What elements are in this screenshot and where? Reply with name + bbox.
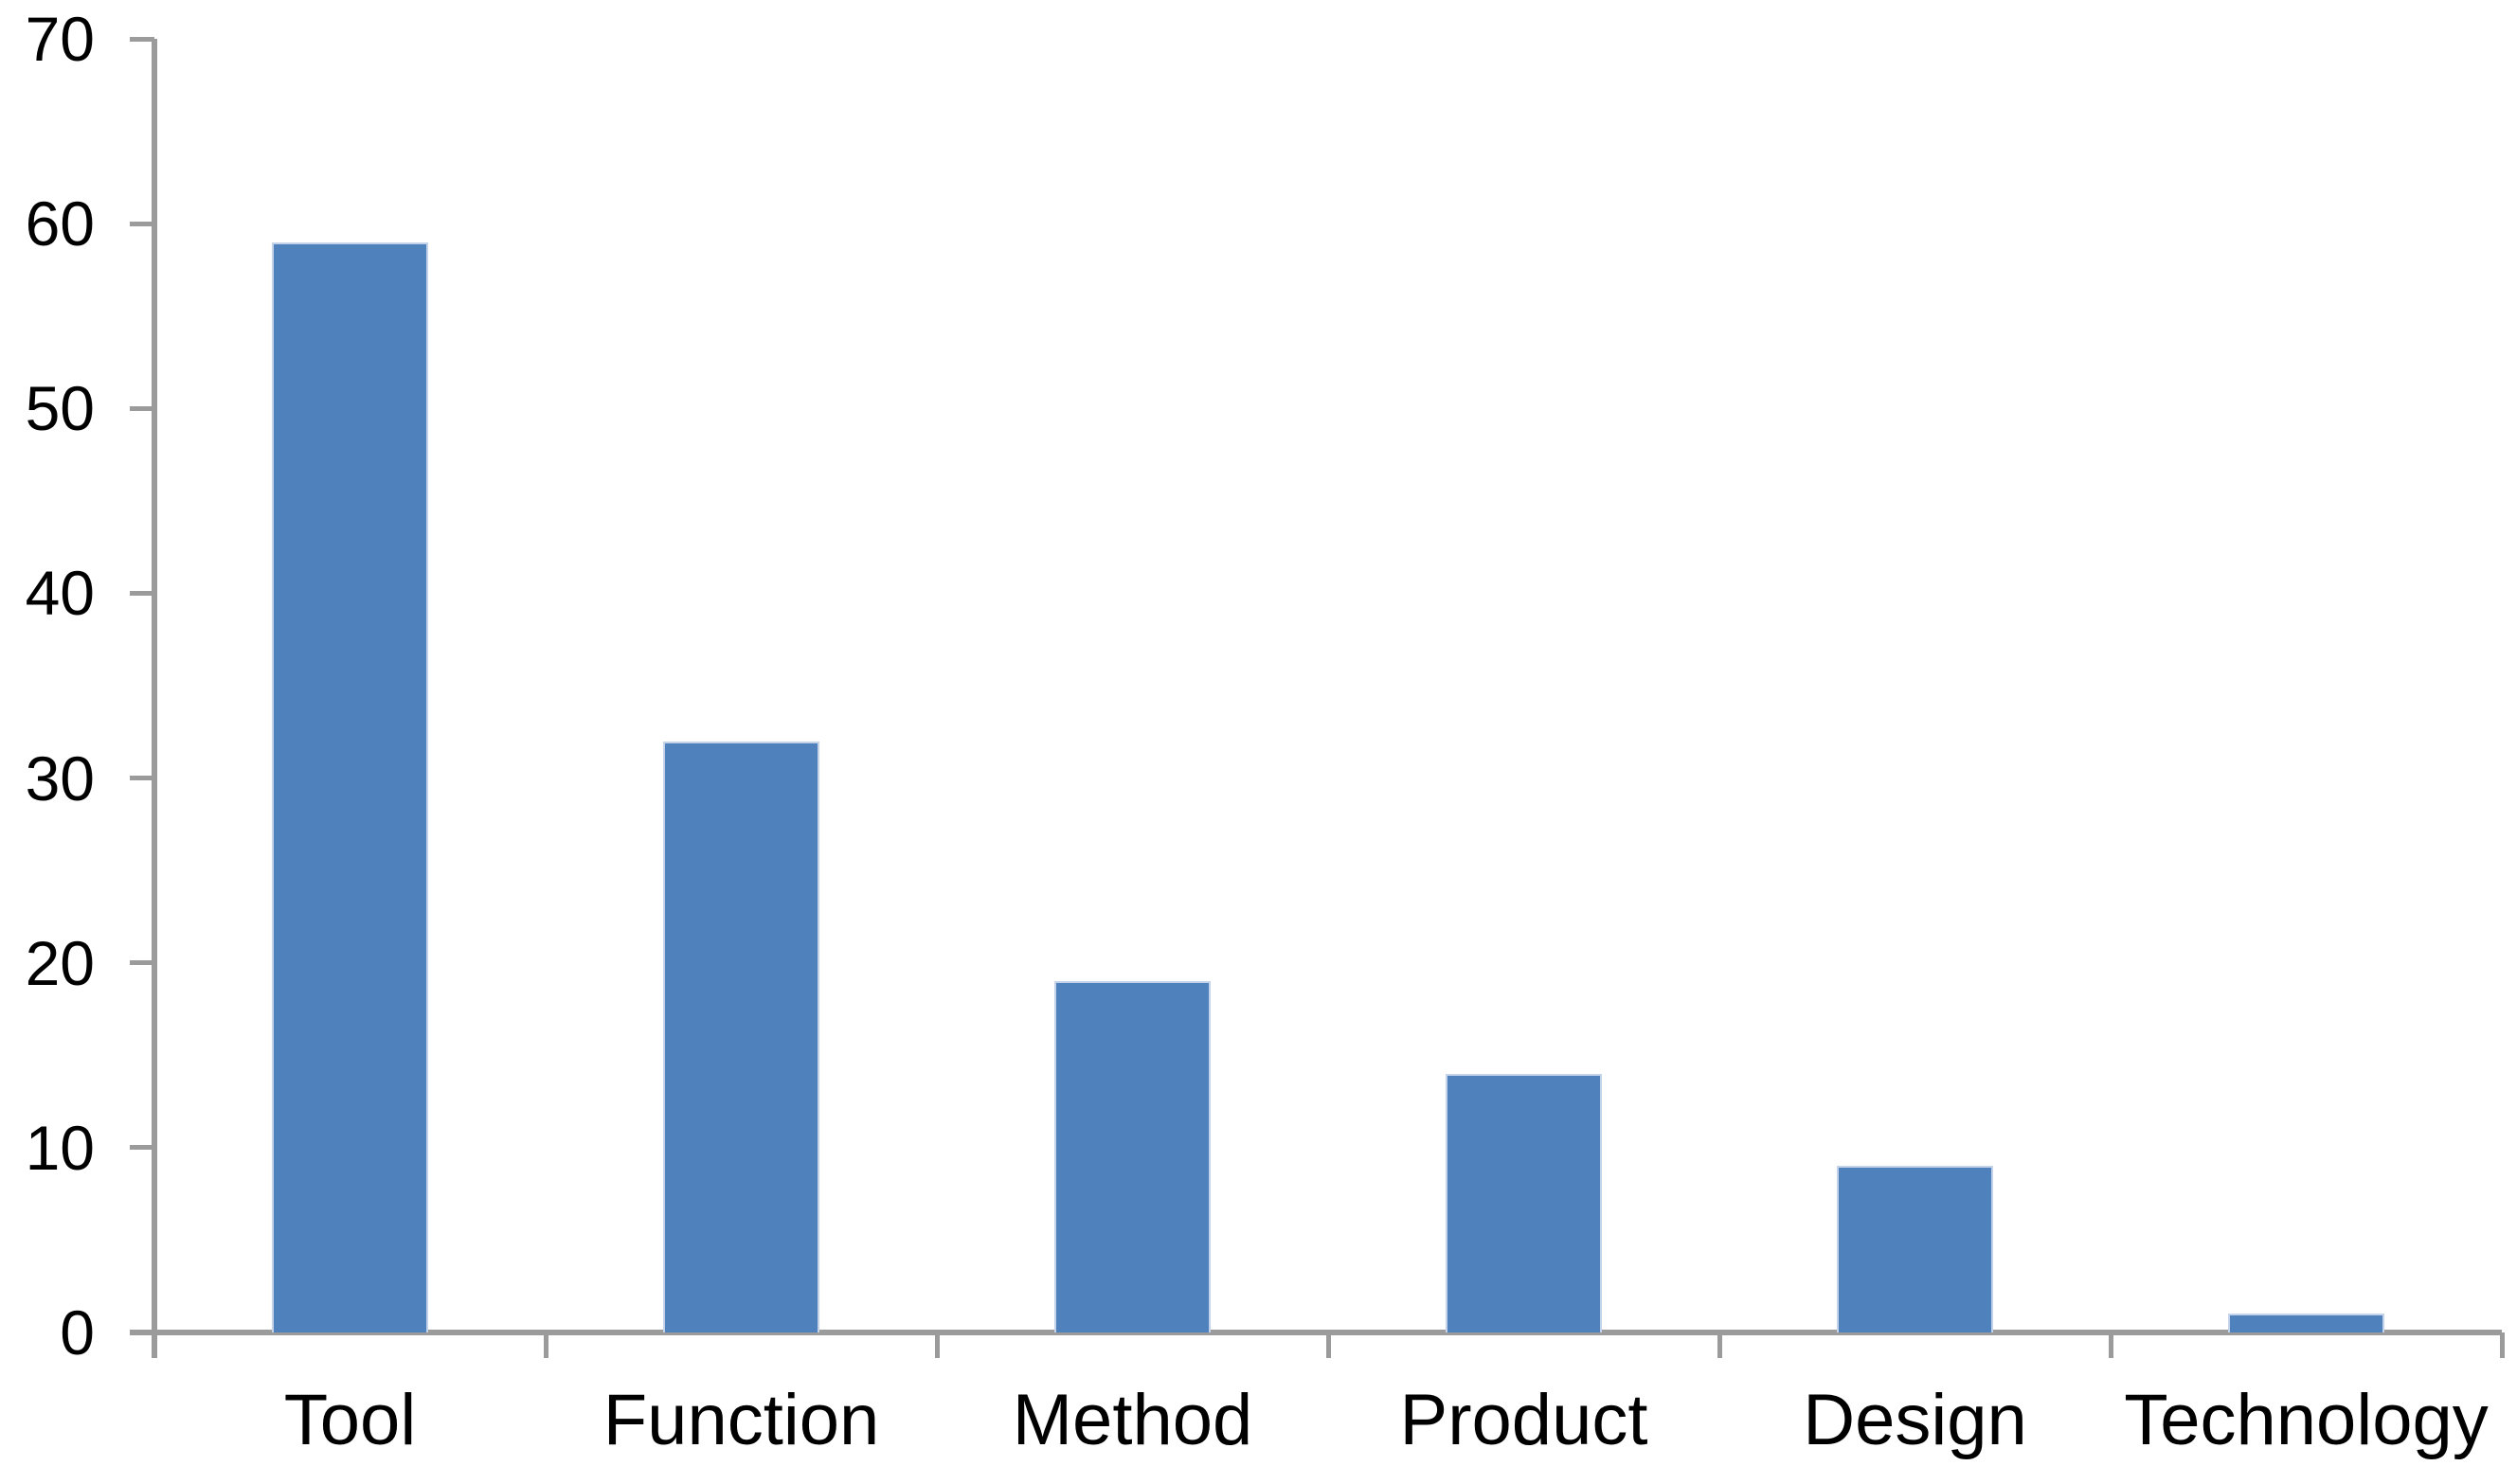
- x-tick: [1717, 1332, 1722, 1358]
- y-tick: [130, 36, 154, 42]
- y-tick-label: 40: [25, 558, 95, 629]
- y-tick-label: 70: [25, 4, 95, 74]
- bar-product: [1446, 1073, 1602, 1332]
- y-tick-label: 10: [25, 1112, 95, 1183]
- x-tick: [1325, 1332, 1331, 1358]
- y-tick-label: 0: [60, 1297, 95, 1368]
- y-tick: [130, 405, 154, 411]
- y-tick: [130, 590, 154, 596]
- x-tick: [2499, 1332, 2505, 1358]
- y-tick: [130, 960, 154, 966]
- y-tick-label: 50: [25, 373, 95, 444]
- bar-function: [663, 741, 819, 1332]
- y-tick: [130, 776, 154, 781]
- y-tick-label: 60: [25, 188, 95, 259]
- bar-technology: [2228, 1314, 2384, 1332]
- x-category-label: Design: [1803, 1380, 2027, 1460]
- x-category-label: Method: [1012, 1380, 1253, 1460]
- x-tick: [2108, 1332, 2113, 1358]
- y-tick-label: 20: [25, 927, 95, 998]
- bar-tool: [272, 241, 428, 1332]
- x-category-label: Function: [602, 1380, 880, 1460]
- y-tick-label: 30: [25, 742, 95, 814]
- y-tick: [130, 1330, 154, 1335]
- x-tick: [934, 1332, 940, 1358]
- y-tick: [130, 1145, 154, 1151]
- x-category-label: Product: [1399, 1380, 1648, 1460]
- bar-design: [1837, 1166, 1993, 1332]
- x-tick: [152, 1332, 157, 1358]
- x-tick: [543, 1332, 548, 1358]
- y-tick: [130, 221, 154, 226]
- x-category-label: Tool: [283, 1380, 417, 1460]
- bar-method: [1054, 981, 1211, 1332]
- x-axis-line: [130, 1330, 2502, 1335]
- y-axis-line: [152, 39, 157, 1358]
- x-category-label: Technology: [2124, 1380, 2489, 1460]
